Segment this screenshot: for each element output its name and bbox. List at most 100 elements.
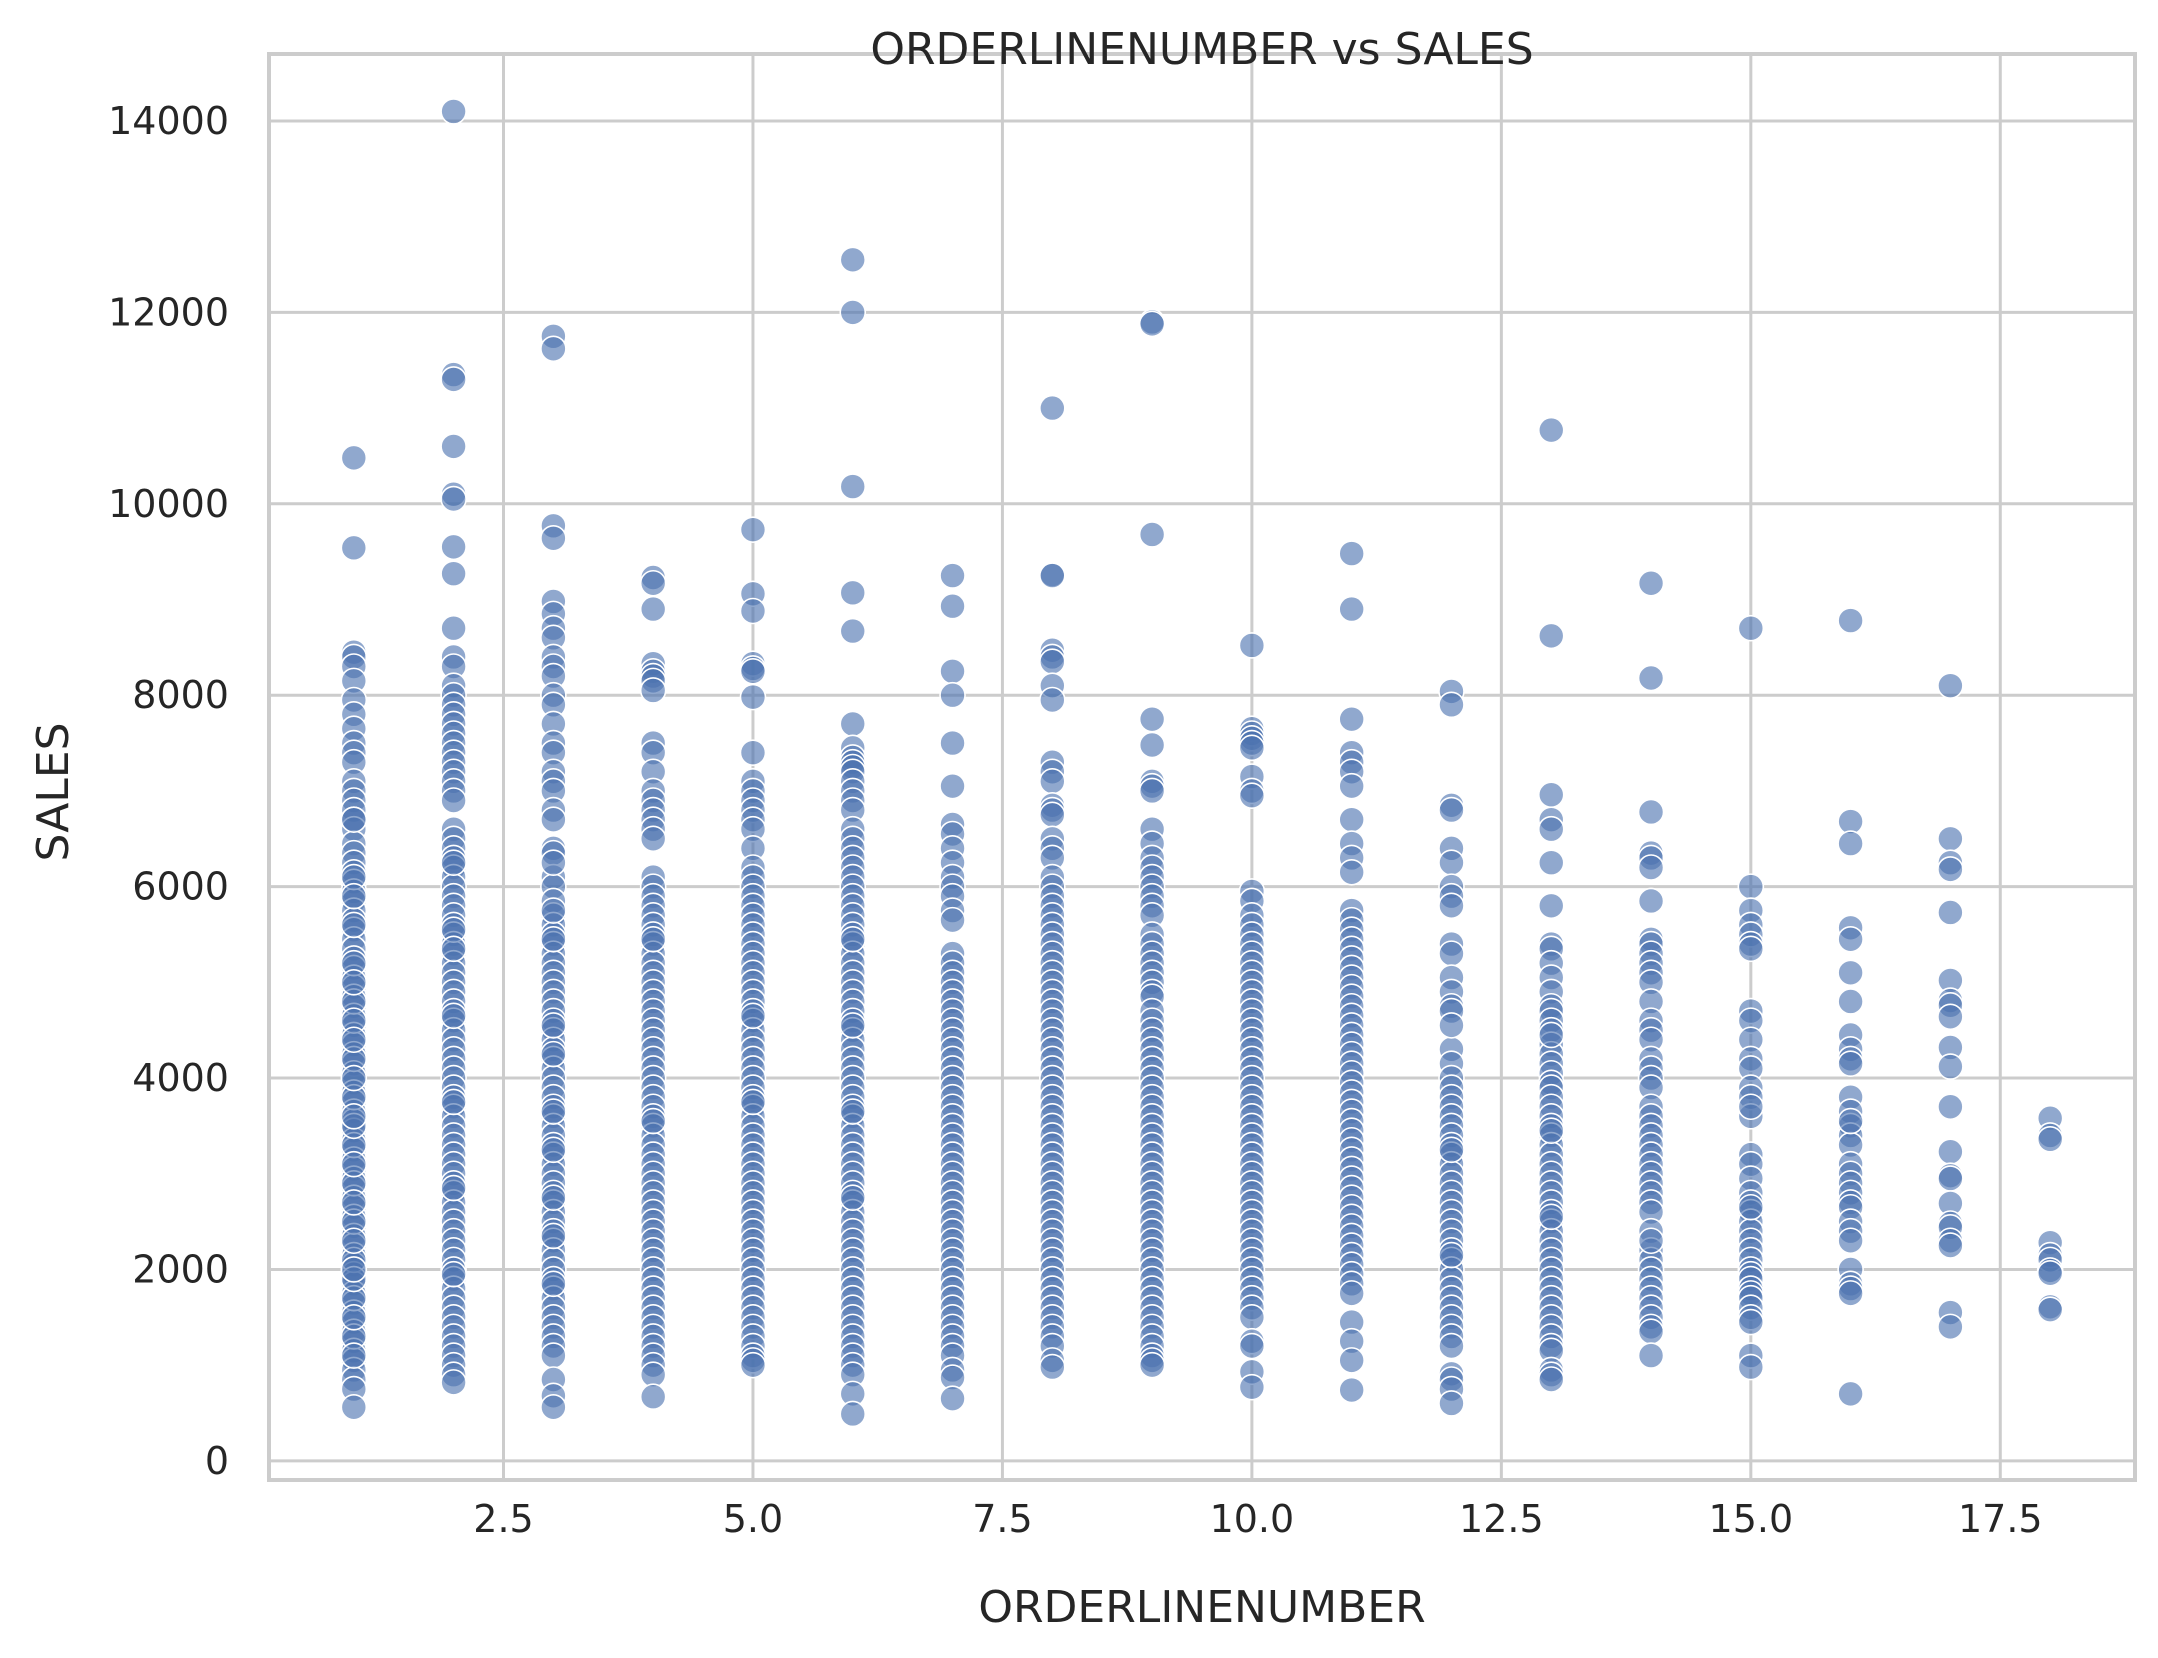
scatter-point [639, 595, 667, 623]
scatter-point [639, 1383, 667, 1411]
scatter-point [1238, 734, 1266, 762]
scatter-point [1338, 595, 1365, 623]
scatter-point [739, 597, 767, 625]
scatter-point [1138, 521, 1166, 548]
scatter-point [540, 897, 567, 924]
x-tick-labels: 2.5 5.0 7.5 10.0 12.5 15.0 17.5 [473, 1497, 2042, 1541]
scatter-point [1537, 1203, 1565, 1231]
scatter-point [1438, 849, 1465, 877]
scatter-point [939, 592, 966, 620]
scatter-point [540, 1136, 567, 1164]
scatter-point [1937, 1165, 1964, 1192]
scatter-point [2036, 1259, 2064, 1287]
scatter-point [440, 485, 467, 513]
scatter-point [1837, 925, 1864, 953]
scatter-point [440, 787, 467, 814]
scatter-point [440, 1174, 467, 1202]
scatter-point [1637, 1318, 1665, 1345]
scatter-point [1338, 1376, 1365, 1404]
y-tick-label: 0 [205, 1439, 229, 1483]
scatter-point [1537, 849, 1565, 877]
scatter-point [839, 579, 867, 607]
scatter-point [1737, 873, 1765, 900]
scatter-point [1537, 1366, 1565, 1393]
scatter-point [1039, 394, 1066, 422]
y-axis-label: SALES [28, 722, 79, 861]
x-tick-label: 17.5 [1958, 1497, 2043, 1541]
scatter-point [939, 772, 966, 800]
scatter-point [440, 614, 467, 642]
scatter-point [1837, 1280, 1864, 1307]
scatter-point [1338, 772, 1365, 800]
scatter-point [1438, 796, 1465, 824]
scatter-point [1138, 1351, 1166, 1379]
scatter-point [340, 806, 368, 833]
x-tick-label: 15.0 [1709, 1497, 1794, 1541]
scatter-point [1138, 731, 1166, 759]
y-tick-label: 2000 [132, 1247, 229, 1291]
scatter-point [340, 1189, 368, 1216]
scatter-point [340, 1064, 368, 1092]
scatter-point [739, 1002, 767, 1030]
scatter-point [1537, 1021, 1565, 1049]
scatter-point [1837, 830, 1864, 857]
scatter-point [939, 729, 966, 757]
scatter-point [1537, 815, 1565, 843]
scatter-point [1937, 1003, 1964, 1031]
y-tick-label: 8000 [132, 673, 229, 717]
scatter-point [839, 1012, 867, 1039]
scatter-point [540, 1040, 567, 1068]
scatter-point [440, 98, 467, 125]
scatter-point [839, 473, 867, 500]
scatter-point [1637, 1227, 1665, 1255]
x-tick-label: 7.5 [972, 1497, 1032, 1541]
scatter-point [440, 533, 467, 561]
plot-frame [267, 52, 2137, 1482]
scatter-point [1737, 1193, 1765, 1221]
scatter-point [1937, 672, 1964, 699]
scatter-point [839, 246, 867, 274]
scatter-point [440, 1260, 467, 1288]
scatter-point [1537, 781, 1565, 809]
scatter-point [839, 617, 867, 645]
scatter-point [839, 1184, 867, 1211]
scatter-point [1438, 892, 1465, 920]
scatter-point [1039, 562, 1066, 589]
scatter-point [839, 1098, 867, 1125]
grid-lines [269, 54, 2135, 1480]
scatter-point [739, 739, 767, 766]
scatter-point [1537, 1117, 1565, 1144]
scatter-point [340, 534, 368, 562]
scatter-point [839, 925, 867, 953]
scatter-point [739, 1351, 767, 1379]
scatter-point [839, 299, 867, 326]
scatter-point [839, 1400, 867, 1428]
scatter-point [340, 1103, 368, 1130]
scatter-point [1537, 622, 1565, 650]
scatter-point [939, 1385, 966, 1412]
scatter-point [540, 1012, 567, 1039]
scatter-point [540, 1393, 567, 1421]
scatter-point [340, 969, 368, 996]
scatter-point [1138, 310, 1166, 338]
scatter-point [1937, 1093, 1964, 1121]
chart-title: ORDERLINENUMBER vs SALES [870, 24, 1533, 75]
scatter-point [440, 433, 467, 460]
y-tick-label: 10000 [108, 482, 229, 526]
scatter-point [1737, 614, 1765, 642]
scatter-point [1637, 1342, 1665, 1369]
scatter-point [1238, 1332, 1266, 1360]
scatter-point [1937, 1232, 1964, 1259]
scatter-point [540, 925, 567, 953]
y-tick-label: 12000 [108, 290, 229, 334]
scatter-point [1039, 686, 1066, 714]
scatter-point [1338, 540, 1365, 567]
x-axis-label: ORDERLINENUMBER [978, 1582, 1425, 1633]
scatter-point [340, 1150, 368, 1178]
scatter-point [1637, 854, 1665, 881]
x-tick-label: 5.0 [723, 1497, 783, 1541]
scatter-point [839, 710, 867, 738]
scatter-point [1438, 691, 1465, 719]
scatter-point [1637, 887, 1665, 915]
scatter-point [1338, 806, 1365, 833]
